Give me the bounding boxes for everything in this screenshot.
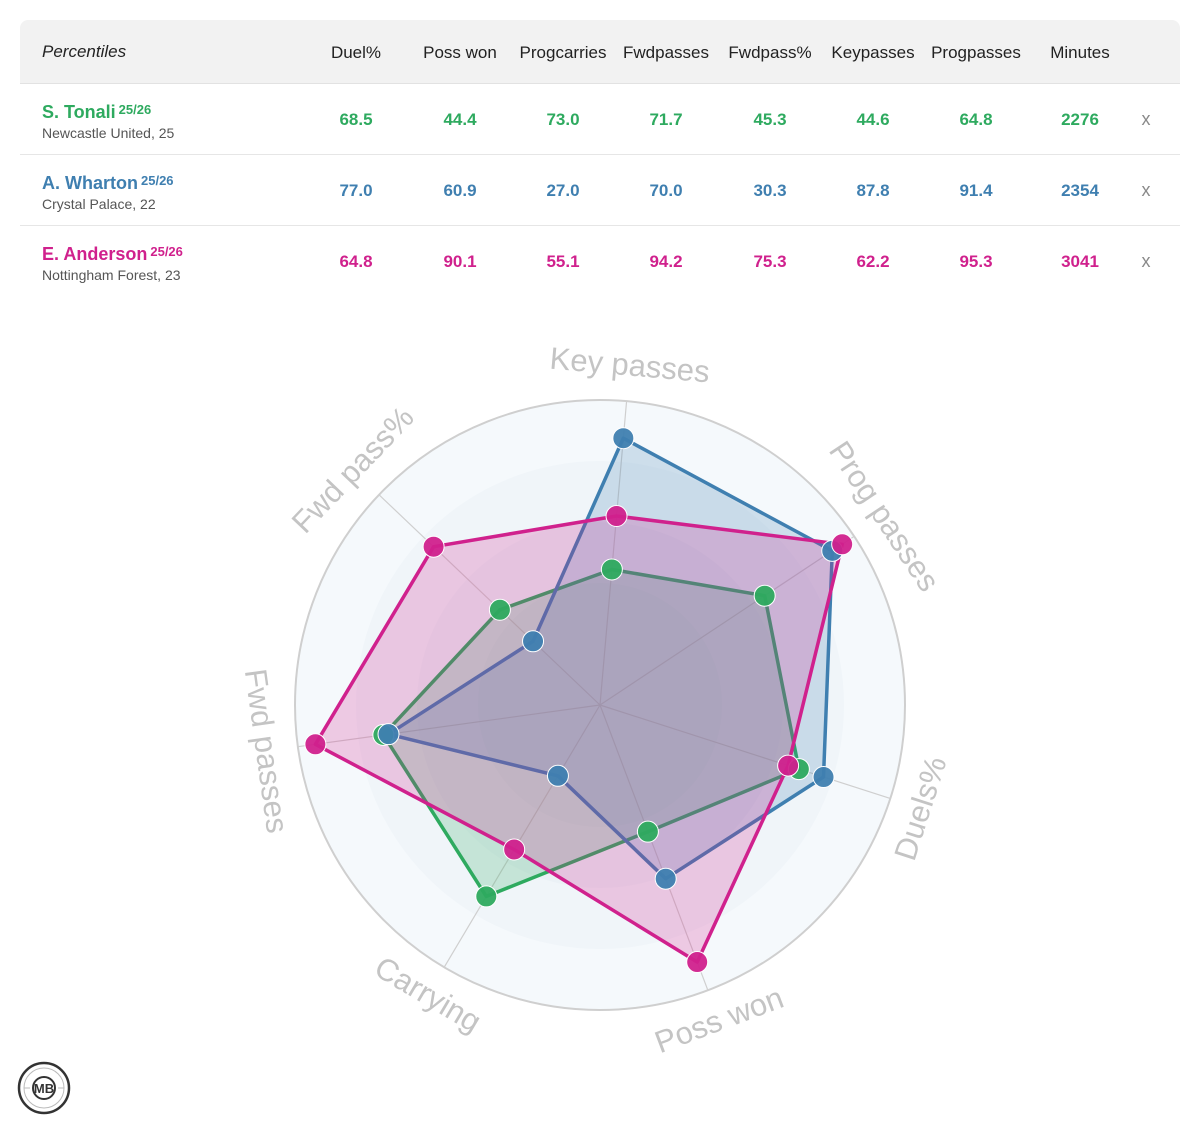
column-header-line: Fwd	[623, 42, 656, 62]
stat-value: 45.3	[753, 109, 787, 129]
stat-value: 73.0	[546, 109, 580, 129]
column-header-line: Fwd	[728, 42, 761, 62]
remove-player-button[interactable]: x	[1141, 109, 1151, 129]
player-row: E. Anderson 25/26 Nottingham Forest, 23 64.…	[20, 226, 1180, 297]
axis-label: Key passes	[548, 341, 711, 390]
column-header-line: Duel%	[330, 42, 382, 62]
stat-value: 30.3	[753, 180, 787, 200]
stat-value: 64.8	[959, 109, 993, 129]
series-polygon	[381, 567, 801, 899]
remove-player-button[interactable]: x	[1141, 251, 1151, 271]
series-polygon	[313, 514, 844, 964]
remove-player-button[interactable]: x	[1141, 180, 1151, 200]
player-season: 25/26	[150, 244, 183, 259]
stat-value: 95.3	[959, 251, 993, 271]
percentiles-table: Percentiles Duel% Poss won Prog carries Fwd p…	[20, 20, 1180, 297]
player-name[interactable]: A. Wharton	[42, 173, 138, 193]
player-row: A. Wharton 25/26 Crystal Palace, 22 77.0 60.…	[20, 155, 1180, 226]
stat-value: 70.0	[649, 180, 683, 200]
player-name[interactable]: E. Anderson	[42, 244, 148, 264]
radar-spoke	[378, 494, 601, 706]
radar-spoke	[443, 704, 601, 968]
column-header-line: Prog	[931, 42, 968, 62]
stat-value: 44.6	[856, 109, 890, 129]
table-header: Percentiles Duel% Poss won Prog carries Fwd p…	[20, 20, 1180, 84]
player-info: E. Anderson 25/26 Nottingham Forest, 23	[42, 244, 183, 283]
player-season: 25/26	[141, 173, 174, 188]
data-point	[605, 505, 628, 528]
data-point	[522, 630, 545, 653]
data-point	[304, 733, 327, 756]
radar-spoke	[599, 704, 709, 991]
column-header-line: carries	[555, 42, 607, 62]
player-row: S. Tonali 25/26 Newcastle United, 25 68.5 44…	[20, 84, 1180, 155]
stat-value: 71.7	[649, 109, 683, 129]
logo-text: MB	[34, 1081, 54, 1096]
column-header[interactable]: Prog passes	[926, 20, 1026, 84]
stat-value: 91.4	[959, 180, 993, 200]
radar-spoke	[599, 704, 891, 800]
column-header-line: Prog	[519, 42, 556, 62]
player-club: Newcastle United, 25	[42, 125, 175, 141]
data-point	[377, 723, 400, 746]
radar-spoke	[297, 704, 601, 748]
column-header[interactable]: Fwd pass%	[720, 20, 820, 84]
radar-spoke	[599, 401, 628, 706]
data-point	[422, 535, 445, 558]
data-point	[654, 867, 677, 890]
player-name[interactable]: S. Tonali	[42, 102, 116, 122]
stat-value: 2354	[1061, 180, 1099, 200]
stat-value: 75.3	[753, 251, 787, 271]
stat-value: 64.8	[339, 251, 373, 271]
data-point	[612, 427, 635, 450]
stat-value: 94.2	[649, 251, 683, 271]
data-point	[475, 885, 498, 908]
column-header-line: pass%	[760, 42, 812, 62]
table-title: Percentiles	[42, 42, 127, 61]
data-point	[488, 598, 511, 621]
data-point	[636, 820, 659, 843]
stat-value: 27.0	[546, 180, 580, 200]
data-point	[812, 766, 835, 789]
player-info: S. Tonali 25/26 Newcastle United, 25	[42, 102, 174, 141]
column-header[interactable]: Prog carries	[513, 20, 613, 84]
radar-outer-ring	[294, 399, 906, 1011]
column-header-line: passes	[655, 42, 709, 62]
data-point	[753, 584, 776, 607]
axis-label: Fwd passes	[240, 667, 295, 836]
player-info: A. Wharton 25/26 Crystal Palace, 22	[42, 173, 174, 212]
column-header[interactable]: Poss won	[410, 20, 510, 84]
column-header[interactable]: Duel%	[306, 20, 406, 84]
stat-value: 87.8	[856, 180, 890, 200]
player-club: Crystal Palace, 22	[42, 196, 156, 212]
column-header[interactable]: Minutes	[1030, 20, 1130, 84]
stat-value: 68.5	[339, 109, 373, 129]
data-point	[600, 558, 623, 581]
stat-value: 60.9	[443, 180, 477, 200]
data-point	[831, 533, 854, 556]
data-point	[503, 838, 526, 861]
player-season: 25/26	[118, 102, 152, 117]
stat-value: 62.2	[856, 251, 890, 271]
data-point	[686, 951, 709, 974]
radar-spoke	[599, 535, 855, 706]
column-header-line: Poss won	[423, 42, 497, 62]
column-header-line: Minutes	[1050, 42, 1110, 62]
data-point	[546, 764, 569, 787]
column-header-line: Key	[831, 42, 861, 62]
stat-value: 55.1	[546, 251, 580, 271]
player-club: Nottingham Forest, 23	[42, 267, 181, 283]
column-header[interactable]: Fwd passes	[616, 20, 716, 84]
mb-logo: MB	[17, 1061, 71, 1115]
stat-value: 44.4	[443, 109, 477, 129]
column-header[interactable]: Key passes	[823, 20, 923, 84]
stat-value: 77.0	[339, 180, 373, 200]
stat-value: 3041	[1061, 251, 1099, 271]
stat-value: 2276	[1061, 109, 1099, 129]
column-header-line: passes	[860, 42, 915, 62]
data-point	[777, 754, 800, 777]
column-header-line: passes	[967, 42, 1021, 62]
stat-value: 90.1	[443, 251, 477, 271]
